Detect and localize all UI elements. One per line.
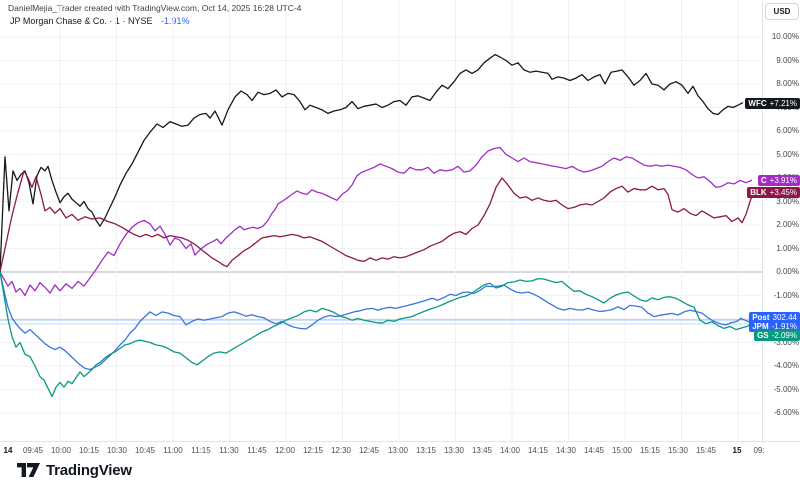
x-axis-tick: 12:30 (330, 446, 352, 455)
price-tag-gs: GS -2.09% (754, 330, 800, 341)
x-axis-tick: 14 (3, 446, 13, 455)
price-tag-post: Post 302.44 (749, 312, 800, 323)
y-axis-tick: -6.00% (773, 408, 799, 417)
symbol-exchange: NYSE (127, 16, 153, 26)
symbol-interval[interactable]: 1 (114, 16, 120, 26)
price-lines-svg (0, 0, 762, 441)
price-tag-value: +7.21% (769, 99, 797, 108)
x-axis-tick: 10:00 (50, 446, 72, 455)
symbol-title[interactable]: JP Morgan Chase & Co. (10, 16, 107, 26)
x-axis-tick: 15 (732, 446, 742, 455)
currency-toggle-button[interactable]: USD (765, 3, 799, 20)
y-axis-tick: 2.00% (776, 220, 799, 229)
y-axis-tick: -4.00% (773, 361, 799, 370)
x-axis-tick: 12:15 (302, 446, 324, 455)
x-axis-tick: 15:30 (667, 446, 689, 455)
x-axis-tick: 15:45 (695, 446, 717, 455)
x-axis-tick: 13:45 (471, 446, 493, 455)
price-tag-symbol: Post (752, 313, 770, 322)
attribution-text: DanielMejia_Trader created with TradingV… (8, 3, 302, 13)
price-tag-symbol: C (760, 176, 767, 185)
legend-separator: · (109, 16, 113, 26)
y-axis-tick: 10.00% (771, 32, 799, 41)
price-tag-value: 302.44 (772, 313, 797, 322)
x-axis-tick: 12:00 (274, 446, 296, 455)
x-axis-tick: 10:45 (134, 446, 156, 455)
chart-canvas[interactable] (0, 0, 762, 441)
x-axis-tick: 09: (753, 446, 765, 455)
series-line-gs (0, 271, 754, 398)
price-tag-value: +3.91% (769, 176, 797, 185)
price-tag-symbol: JPM (752, 322, 769, 331)
x-axis-tick: 14:15 (527, 446, 549, 455)
x-axis-tick: 11:30 (219, 446, 239, 455)
y-axis-tick: 1.00% (776, 243, 799, 253)
x-axis-tick: 15:15 (639, 446, 661, 455)
x-axis-tick: 13:30 (443, 446, 465, 455)
y-axis-tick: 6.00% (776, 126, 799, 135)
y-axis-tick: -1.00% (773, 290, 799, 300)
y-axis-tick: 3.00% (776, 196, 799, 206)
x-axis-tick: 14:00 (499, 446, 521, 455)
price-tag-jpm: JPM -1.91% (749, 321, 800, 332)
y-axis-tick: 5.00% (776, 149, 799, 159)
price-tag-wfc: WFC +7.21% (745, 98, 800, 109)
price-tag-blk: BLK +3.45% (747, 187, 800, 198)
price-tag-c: C +3.91% (757, 175, 800, 186)
x-axis-tick: 11:45 (247, 446, 267, 455)
x-axis-tick: 10:15 (78, 446, 100, 455)
x-axis-tick: 11:15 (191, 446, 211, 455)
x-axis-tick: 10:30 (106, 446, 128, 455)
y-axis-tick: 8.00% (776, 79, 799, 88)
price-tag-value: -2.09% (771, 331, 797, 340)
series-line-c (0, 146, 753, 297)
footer: TradingView (0, 457, 800, 488)
x-axis-tick: 12:45 (358, 446, 380, 455)
price-tag-value: +3.45% (769, 188, 797, 197)
price-tag-symbol: WFC (748, 99, 767, 108)
series-line-blk (0, 170, 755, 273)
x-axis-tick: 11:00 (163, 446, 183, 455)
series-line-wfc (0, 53, 744, 273)
price-tag-symbol: BLK (750, 188, 767, 197)
price-tag-value: -1.91% (771, 322, 797, 331)
x-axis-tick: 13:15 (415, 446, 437, 455)
x-axis-tick: 09:45 (22, 446, 44, 455)
y-axis-tick: 9.00% (776, 55, 799, 65)
price-tag-symbol: GS (757, 331, 769, 340)
x-axis-tick: 14:30 (555, 446, 577, 455)
time-axis[interactable]: 14 09:45 10:00 10:15 10:30 10:45 11:00 11:15 11:… (0, 441, 800, 458)
y-axis-tick: -3.00% (773, 337, 799, 347)
y-axis-tick: 0.00% (776, 267, 799, 276)
x-axis-tick: 14:45 (583, 446, 605, 455)
series-line-jpm (0, 271, 754, 371)
price-axis[interactable]: 10.00%9.00%8.00%7.00%6.00%5.00%4.00%3.00… (745, 0, 800, 441)
x-axis-tick: 15:00 (611, 446, 633, 455)
tradingview-logo-icon (17, 463, 40, 477)
tradingview-logo[interactable]: TradingView (17, 462, 132, 479)
legend-separator: · (122, 16, 126, 26)
symbol-legend[interactable]: JP Morgan Chase & Co. · 1 · NYSE -1.91% (10, 16, 190, 26)
tradingview-logo-text: TradingView (46, 462, 132, 479)
x-axis-tick: 13:00 (387, 446, 409, 455)
y-axis-tick: -5.00% (773, 384, 799, 394)
symbol-change-value: -1.91% (161, 16, 190, 26)
